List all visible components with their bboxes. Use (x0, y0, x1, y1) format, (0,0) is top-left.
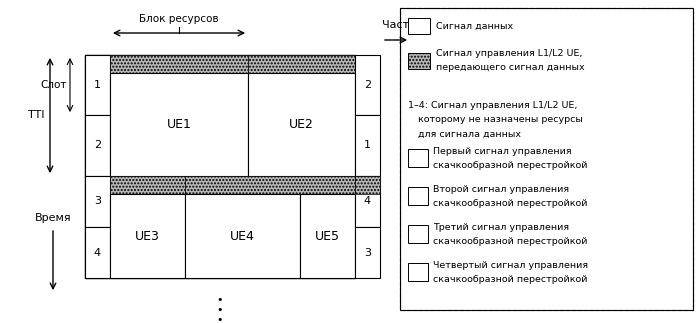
Text: Четвертый сигнал управления: Четвертый сигнал управления (433, 261, 588, 269)
Text: Первый сигнал управления: Первый сигнал управления (433, 147, 572, 155)
Text: Сигнал данных: Сигнал данных (436, 22, 513, 30)
Text: Блок ресурсов: Блок ресурсов (139, 14, 219, 24)
Text: 3: 3 (415, 230, 421, 238)
Bar (355, 176, 380, 227)
Bar (400, 8, 693, 310)
Text: передающего сигнал данных: передающего сигнал данных (436, 64, 584, 72)
Text: UE4: UE4 (230, 230, 255, 243)
Bar (408, 263, 428, 281)
Text: TTI: TTI (29, 110, 45, 120)
Text: Второй сигнал управления: Второй сигнал управления (433, 184, 569, 193)
Text: 1: 1 (415, 153, 421, 162)
Text: Сигнал управления L1/L2 UE,: Сигнал управления L1/L2 UE, (436, 49, 582, 58)
Bar (248, 73, 355, 176)
Text: UE2: UE2 (289, 118, 314, 131)
Text: скачкообразной перестройкой: скачкообразной перестройкой (433, 199, 587, 207)
Text: 4: 4 (415, 267, 421, 276)
Text: 3: 3 (364, 247, 371, 257)
Bar (185, 176, 355, 194)
Text: скачкообразной перестройкой: скачкообразной перестройкой (433, 236, 587, 245)
Text: •: • (217, 315, 223, 323)
Bar (248, 55, 355, 73)
Text: 2: 2 (364, 80, 371, 90)
Bar (408, 18, 430, 34)
Bar (185, 194, 300, 278)
Bar (355, 227, 380, 278)
Bar (85, 227, 110, 278)
Bar (85, 176, 110, 227)
Text: которому не назначены ресурсы: которому не назначены ресурсы (418, 116, 583, 124)
Bar (400, 8, 693, 310)
Text: 1: 1 (94, 80, 101, 90)
Bar (110, 73, 248, 176)
Text: UE1: UE1 (166, 118, 192, 131)
Bar (355, 115, 380, 176)
Text: 2: 2 (94, 141, 101, 151)
Text: UE3: UE3 (135, 230, 160, 243)
Text: для сигнала данных: для сигнала данных (418, 130, 521, 139)
Text: Третий сигнал управления: Третий сигнал управления (433, 223, 569, 232)
Bar (355, 55, 380, 115)
Bar (85, 115, 110, 176)
Bar (408, 187, 428, 205)
Text: UE5: UE5 (315, 230, 340, 243)
Text: Время: Время (35, 213, 71, 223)
Text: 4: 4 (94, 247, 101, 257)
Bar (85, 55, 355, 278)
Text: скачкообразной перестройкой: скачкообразной перестройкой (433, 275, 587, 284)
Text: 3: 3 (94, 196, 101, 206)
Bar (110, 55, 248, 73)
Bar (408, 149, 428, 167)
Bar (408, 225, 428, 243)
Bar (85, 55, 110, 115)
Text: •: • (217, 295, 223, 305)
Bar (110, 194, 185, 278)
Text: 4: 4 (364, 196, 371, 206)
Bar (355, 176, 380, 194)
Text: •: • (217, 305, 223, 315)
Text: 2: 2 (415, 192, 421, 201)
Text: скачкообразной перестройкой: скачкообразной перестройкой (433, 161, 587, 170)
Bar (300, 194, 355, 278)
Text: 1: 1 (364, 141, 371, 151)
Text: 1–4: Сигнал управления L1/L2 UE,: 1–4: Сигнал управления L1/L2 UE, (408, 101, 577, 110)
Text: Слот: Слот (41, 80, 67, 90)
Bar (110, 176, 185, 194)
Text: Частота: Частота (382, 20, 429, 30)
Bar (408, 53, 430, 69)
